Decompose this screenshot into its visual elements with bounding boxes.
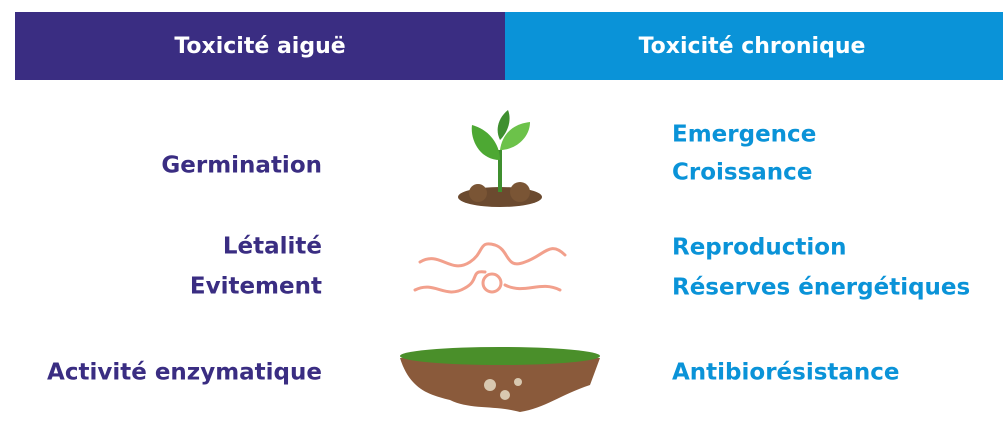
acute-label: Létalité	[223, 234, 322, 260]
chronic-header: Toxicité chronique	[639, 34, 866, 59]
chronic-label: Reproduction	[672, 235, 846, 261]
chronic-label: Antibiorésistance	[672, 360, 900, 386]
chronic-label: Croissance	[672, 160, 812, 186]
chronic-label: Réserves énergétiques	[672, 275, 970, 301]
acute-label: Activité enzymatique	[47, 360, 322, 386]
plant-icon	[458, 110, 542, 207]
worm-icon	[415, 244, 565, 292]
acute-label: Evitement	[190, 274, 322, 300]
chronic-label: Emergence	[672, 122, 816, 148]
infographic: Toxicité aiguë Toxicité chronique Germin…	[0, 0, 1003, 422]
acute-header: Toxicité aiguë	[174, 34, 345, 59]
soil-icon	[400, 347, 600, 412]
acute-label: Germination	[161, 153, 322, 179]
